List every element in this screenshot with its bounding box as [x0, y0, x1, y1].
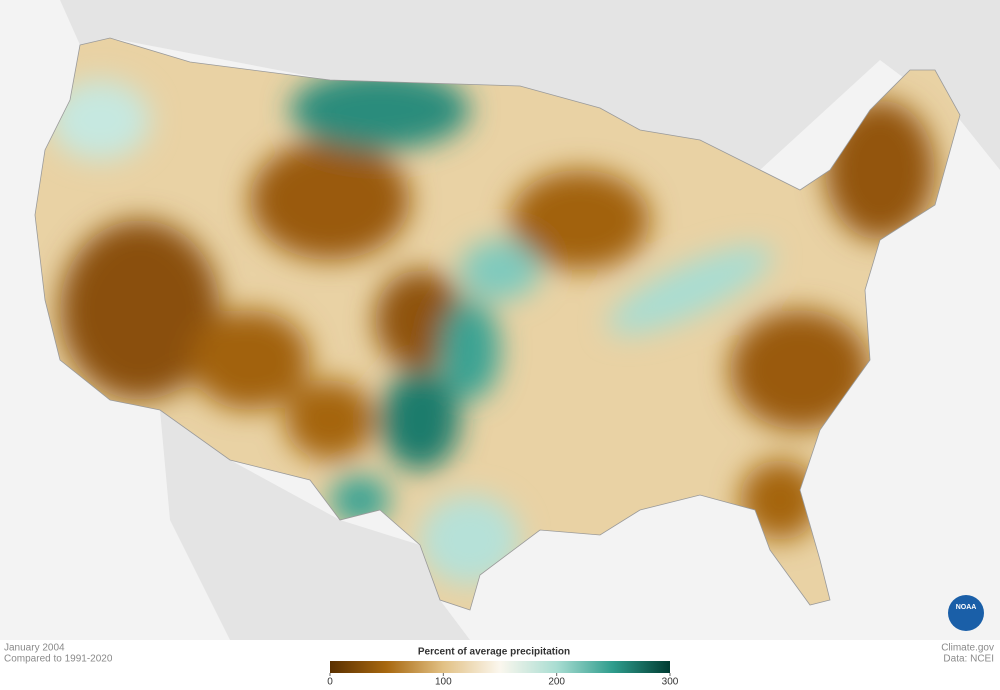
tick-label: 300 — [662, 677, 679, 688]
tick-label: 100 — [435, 677, 452, 688]
us-outline — [34, 37, 961, 611]
colorbar — [330, 661, 670, 673]
tick-label: 0 — [327, 677, 333, 688]
site: Climate.gov — [941, 643, 994, 654]
baseline: Compared to 1991-2020 — [4, 654, 113, 665]
noaa-logo — [948, 595, 984, 631]
tick-label: 200 — [548, 677, 565, 688]
legend-title: Percent of average precipitation — [418, 647, 570, 658]
mexico — [160, 410, 470, 640]
logo-text: NOAA — [956, 604, 977, 611]
date: January 2004 — [4, 643, 65, 654]
source: Data: NCEI — [943, 654, 994, 665]
